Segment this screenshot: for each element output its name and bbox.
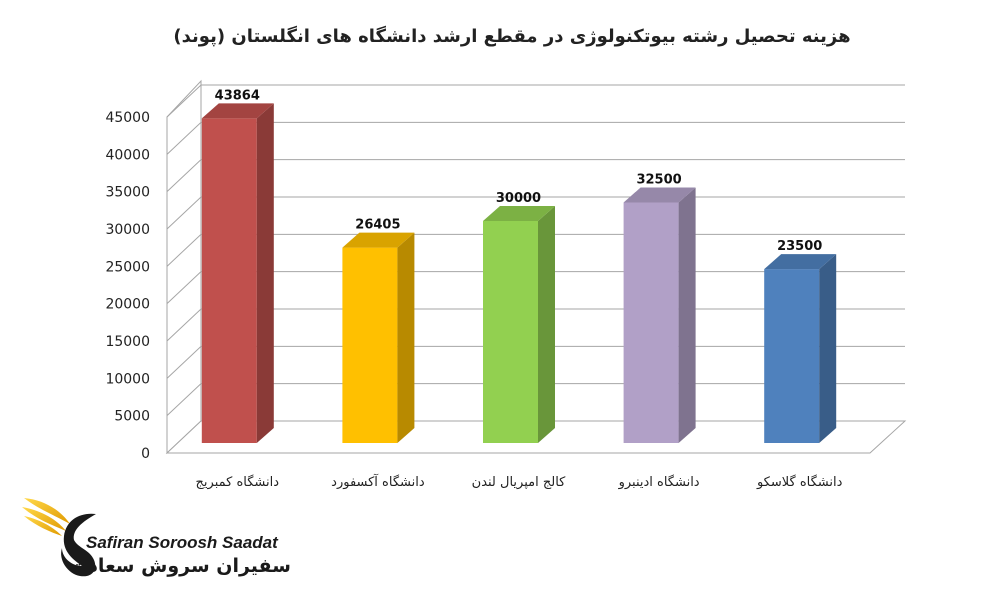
bar-top	[483, 206, 555, 221]
y-tick-label: 25000	[105, 259, 150, 275]
data-label: 43864	[215, 88, 260, 103]
y-axis: 0 5000 10000 15000 20000 25000 30000 35000 40000…	[105, 110, 150, 462]
bar-front	[623, 202, 679, 443]
logo: Safiran Soroosh Saadat سفیران سروش سعادت	[22, 498, 291, 577]
gridline	[166, 159, 905, 193]
chart-title: هزینه تحصیل رشته بیوتکنولوژی در مقطع ارش…	[173, 25, 850, 47]
bar	[201, 103, 274, 443]
y-tick-label: 40000	[105, 147, 150, 163]
bar-top	[201, 103, 274, 119]
bar-front	[342, 247, 398, 443]
bar-front	[483, 221, 538, 443]
y-tick-label: 5000	[114, 409, 150, 425]
bar-side	[397, 232, 415, 443]
y-tick-label: 20000	[105, 297, 150, 313]
bar	[764, 254, 837, 443]
x-tick-label: دانشگاه کمبریج	[196, 474, 280, 490]
bar-side	[538, 206, 555, 443]
bar	[623, 187, 696, 443]
logo-name-fa: سفیران سروش سعادت	[69, 555, 291, 577]
data-label: 30000	[496, 191, 541, 206]
data-label: 23500	[777, 239, 822, 254]
bar-side	[678, 187, 696, 443]
y-tick-label: 35000	[105, 185, 150, 201]
bar-side	[819, 254, 837, 443]
x-axis: دانشگاه کمبریج دانشگاه آکسفورد کالج امپریا…	[196, 473, 843, 490]
bar-top	[623, 187, 696, 203]
y-tick-label: 0	[141, 446, 150, 462]
bar	[342, 232, 415, 443]
y-tick-label: 30000	[105, 222, 150, 238]
y-tick-label: 10000	[105, 371, 150, 387]
bar-side	[256, 103, 274, 443]
x-tick-label: دانشگاه گلاسکو	[756, 474, 843, 490]
bird-icon	[22, 498, 96, 577]
y-tick-label: 15000	[105, 334, 150, 350]
bars	[201, 103, 837, 443]
bar	[483, 206, 555, 443]
gridline	[166, 84, 905, 118]
logo-name-en: Safiran Soroosh Saadat	[86, 533, 279, 552]
bar-top	[342, 232, 415, 248]
data-labels: 43864 26405 30000 32500 23500	[215, 88, 823, 254]
bar-top	[764, 254, 837, 270]
x-tick-label: کالج امپریال لندن	[472, 475, 567, 490]
data-label: 32500	[636, 173, 681, 188]
gridline	[166, 121, 905, 155]
bar-front	[764, 269, 820, 443]
x-tick-label: دانشگاه ادینبرو	[618, 474, 700, 490]
data-label: 26405	[355, 218, 400, 233]
x-tick-label: دانشگاه آکسفورد	[331, 473, 425, 490]
y-tick-label: 45000	[105, 110, 150, 126]
bar-front	[201, 118, 257, 443]
